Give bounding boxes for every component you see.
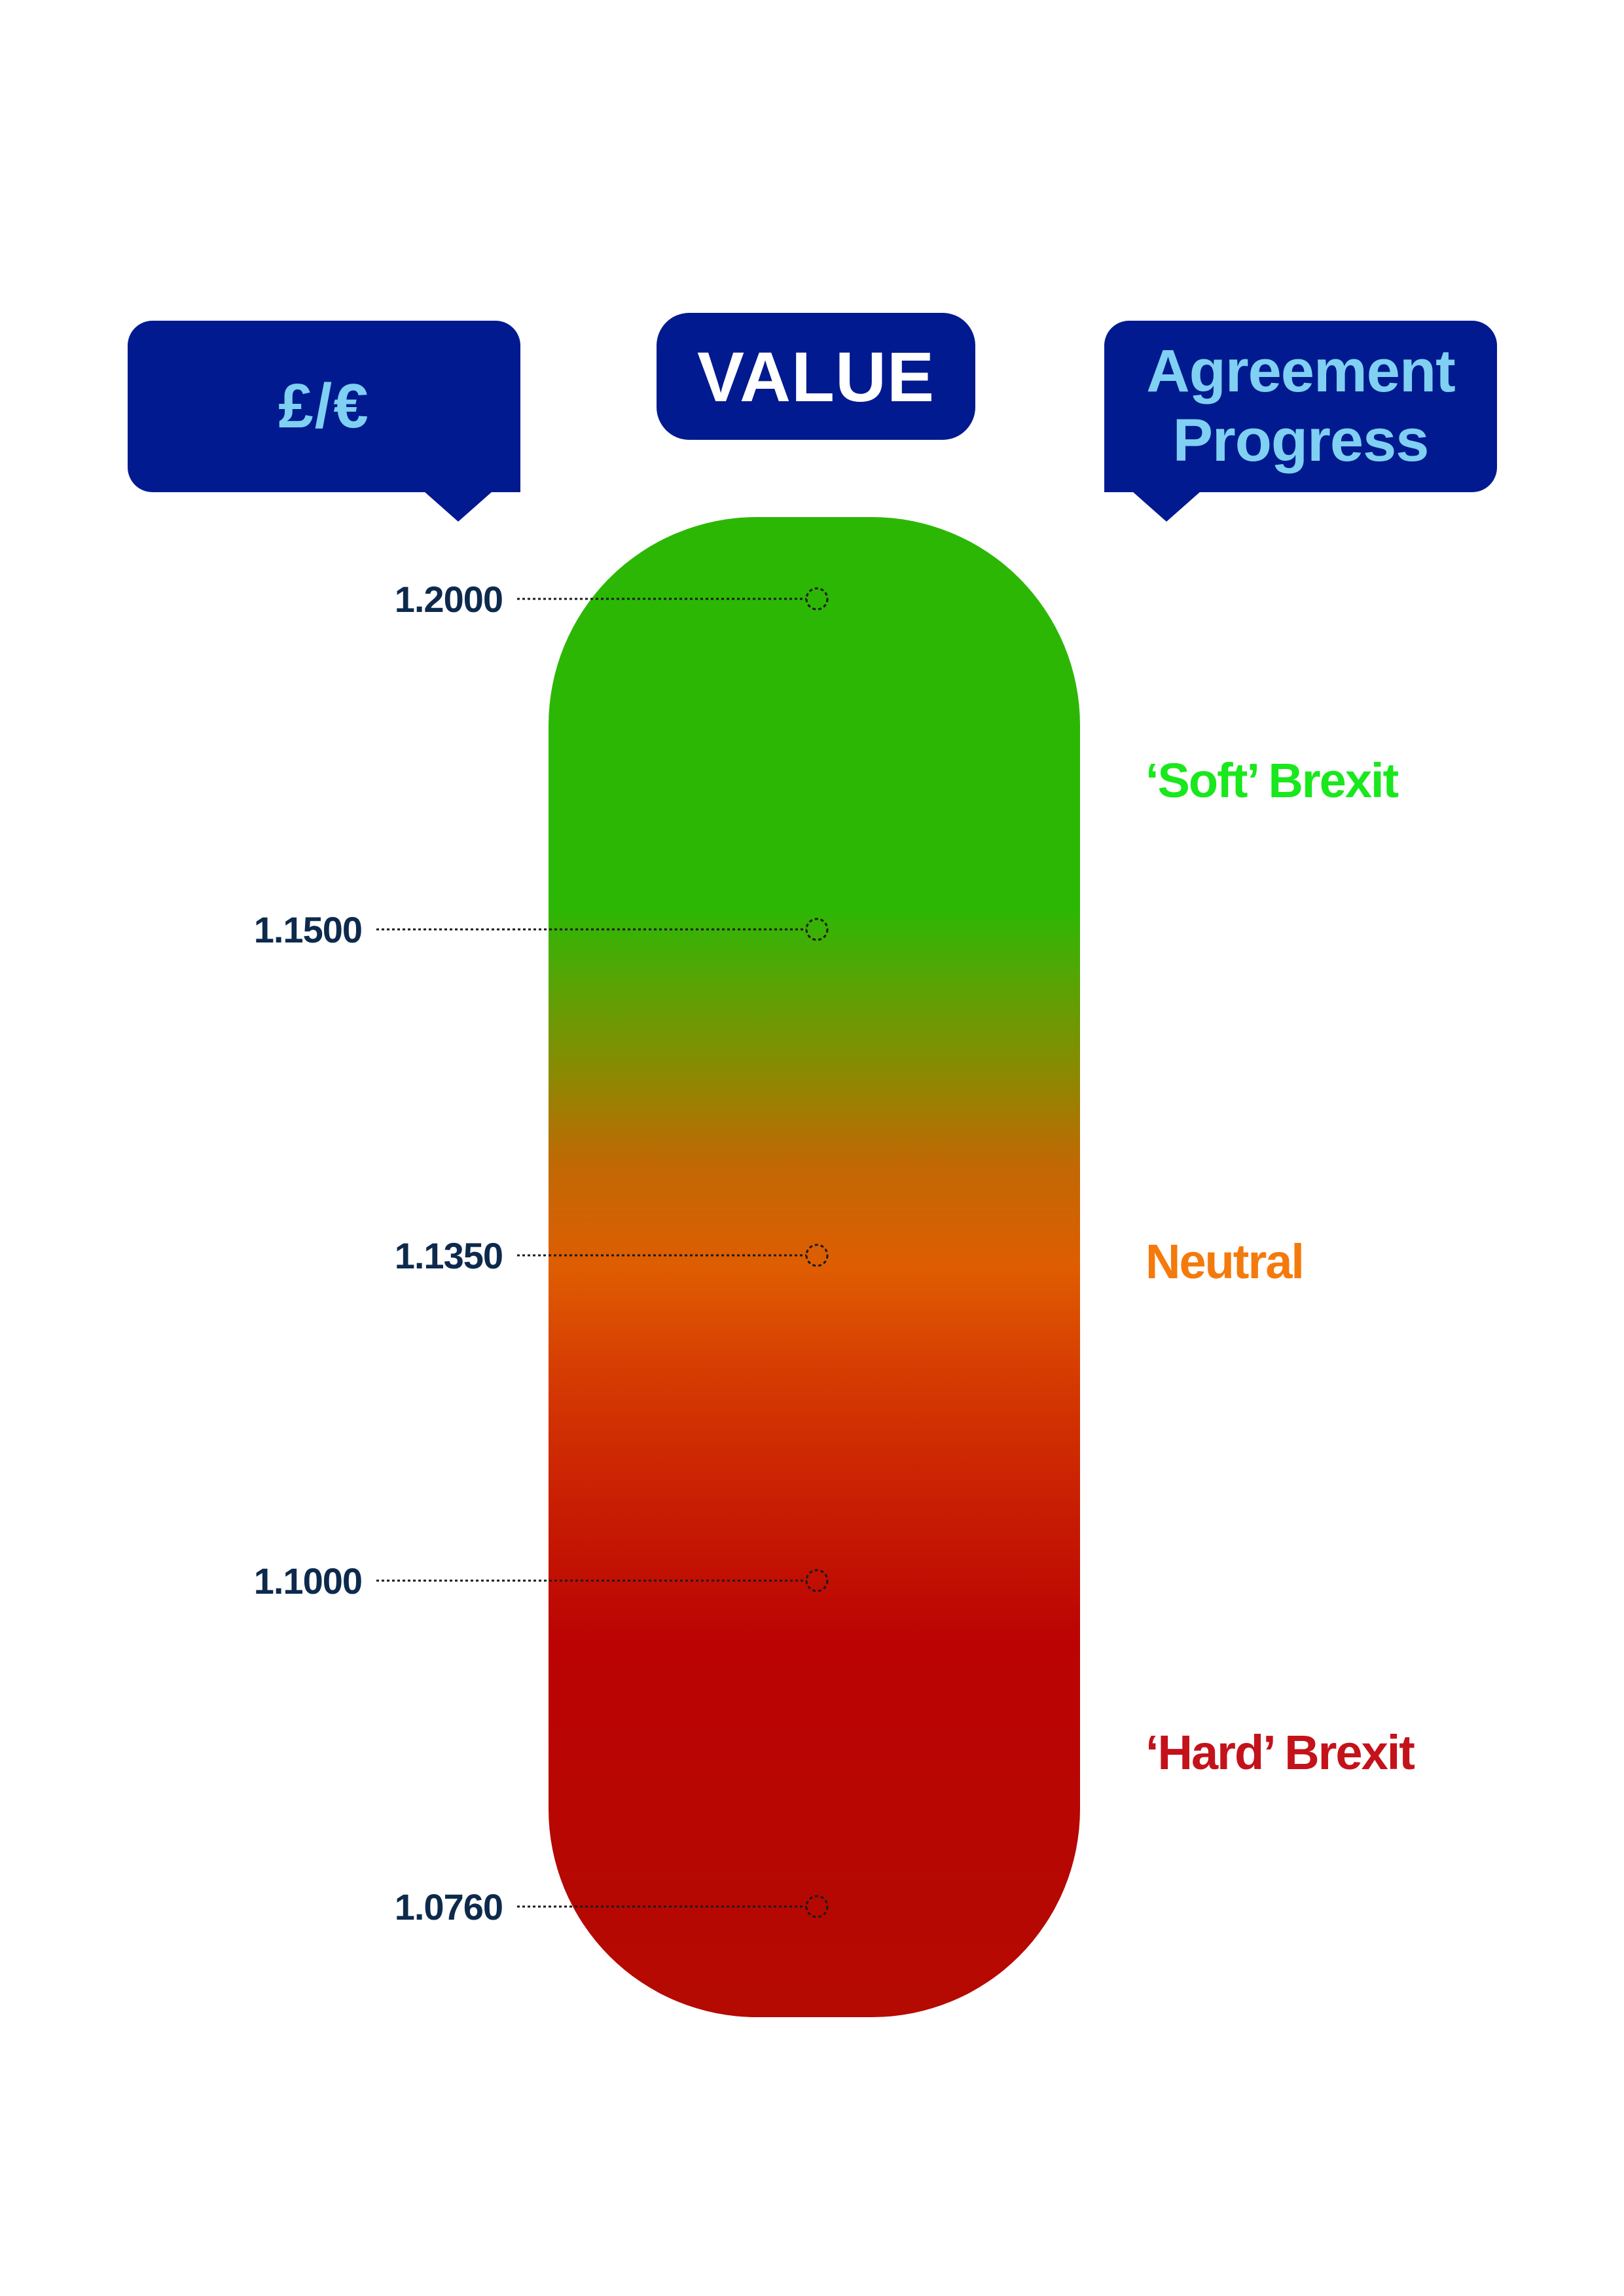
value-gradient-bar xyxy=(549,517,1080,2017)
tick-label: 1.2000 xyxy=(395,579,503,620)
tick-marker xyxy=(805,1895,829,1918)
tick-label: 1.0760 xyxy=(395,1886,503,1928)
tick-marker xyxy=(805,1244,829,1267)
value-header-label: VALUE xyxy=(696,336,935,416)
currency-pair-label: £/€ xyxy=(278,371,370,441)
tick-label: 1.1000 xyxy=(254,1560,362,1602)
currency-pair-header-tail xyxy=(424,492,492,522)
agreement-progress-header-tail xyxy=(1132,492,1200,522)
tick-marker xyxy=(805,918,829,941)
tick-label: 1.1350 xyxy=(395,1235,503,1276)
tick-marker xyxy=(805,587,829,611)
zone-label-neutral: Neutral xyxy=(1146,1234,1305,1289)
agreement-progress-header: Agreement Progress xyxy=(1104,321,1497,492)
zone-label-soft-brexit: ‘Soft’ Brexit xyxy=(1146,753,1399,808)
tick-marker xyxy=(805,1569,829,1592)
zone-label-hard-brexit: ‘Hard’ Brexit xyxy=(1146,1725,1415,1780)
value-header: VALUE xyxy=(657,313,975,440)
agreement-progress-label: Agreement Progress xyxy=(1146,338,1456,474)
currency-pair-header: £/€ xyxy=(128,321,520,492)
tick-label: 1.1500 xyxy=(254,909,362,950)
